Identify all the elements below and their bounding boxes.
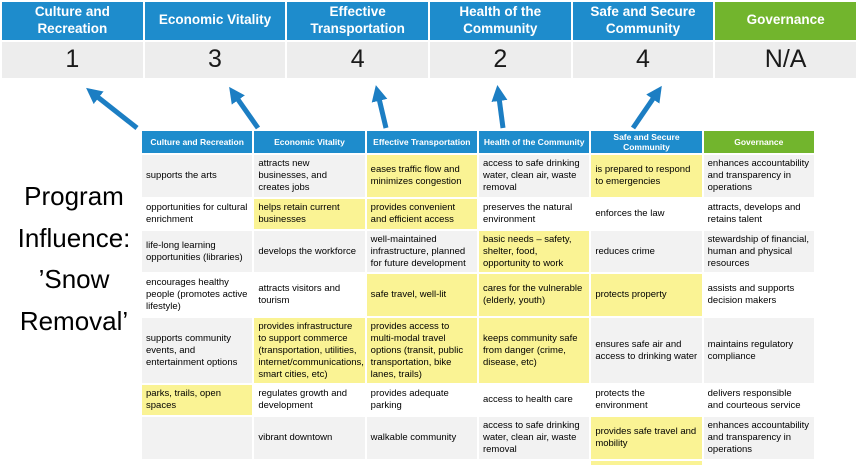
matrix-header-effective-transportation: Effective Transportation <box>366 131 477 154</box>
summary-score-governance: N/A <box>715 41 856 78</box>
matrix-cell: is prepared to respond to emergencies <box>591 155 702 197</box>
matrix-cell: ensures safe air and access to drinking … <box>591 318 702 384</box>
matrix-cell: access to health care <box>478 385 590 416</box>
summary-header-safe-and-secure-community: Safe and Secure Community <box>572 2 714 40</box>
summary-score-safe-and-secure-community: 4 <box>572 41 714 78</box>
matrix-header-culture-and-recreation: Culture and Recreation <box>142 131 253 154</box>
matrix-row-4: encourages healthy people (promotes acti… <box>142 274 814 316</box>
matrix-cell: cares for the vulnerable (elderly, youth… <box>478 274 590 316</box>
matrix-header-health-of-the-community: Health of the Community <box>478 131 590 154</box>
matrix-cell: opportunities for cultural enrichment <box>142 199 253 229</box>
summary-header-governance: Governance <box>715 2 856 40</box>
summary-score-effective-transportation: 4 <box>287 41 428 78</box>
matrix-cell: enforces the law <box>591 199 702 229</box>
matrix-cell: safe travel, well-lit <box>366 274 477 316</box>
matrix-cell: enhances accountability and transparency… <box>703 417 814 459</box>
matrix-cell: keeps community safe from danger (crime,… <box>478 318 590 384</box>
matrix-cell <box>704 461 814 465</box>
matrix-cell <box>479 461 589 465</box>
matrix-cell: supports the arts <box>142 155 253 197</box>
summary-score-culture-and-recreation: 1 <box>2 41 143 78</box>
matrix-cell: provides infrastructure to support comme… <box>254 318 365 384</box>
matrix-cell: looks after it's most vulnerable <box>591 460 702 465</box>
summary-score-health-of-the-community: 2 <box>429 41 571 78</box>
matrix-cell: life-long learning opportunities (librar… <box>142 230 253 273</box>
summary-table: Culture and Recreation Economic Vitality… <box>0 0 858 80</box>
influence-arrows <box>86 85 662 130</box>
summary-header-health-of-the-community: Health of the Community <box>429 2 571 40</box>
matrix-row-3: life-long learning opportunities (librar… <box>142 230 814 273</box>
matrix-cell: supports community events, and entertain… <box>142 318 253 384</box>
matrix-cell: attracts visitors and tourism <box>254 274 365 316</box>
matrix-row-6: parks, trails, open spaces regulates grow… <box>142 385 814 416</box>
matrix-cell: enhances accountability and transparency… <box>703 155 814 197</box>
matrix-row-1: supports the arts attracts new businesses… <box>142 155 814 197</box>
matrix-cell: delivers responsible and courteous servi… <box>703 385 814 416</box>
arrow-up-icon <box>630 85 662 130</box>
matrix-cell: vibrant downtown <box>254 417 365 459</box>
matrix-cell: maintains regulatory compliance <box>703 318 814 384</box>
matrix-cell: attracts new businesses, and creates job… <box>254 155 365 197</box>
arrow-up-icon <box>491 85 508 129</box>
matrix-cell: preserves the natural environment <box>478 199 590 229</box>
matrix-row-5: supports community events, and entertain… <box>142 318 814 384</box>
program-influence-matrix: Culture and Recreation Economic Vitality E… <box>140 129 816 465</box>
program-title: Program Influence: ’Snow Removal’ <box>17 181 131 336</box>
matrix-cell: walkable community <box>366 417 477 459</box>
matrix-cell: attracts, develops and retains talent <box>703 199 814 229</box>
matrix-row-7: vibrant downtown walkable community access… <box>142 417 814 459</box>
matrix-cell: eases traffic flow and minimizes congest… <box>366 155 477 197</box>
matrix-cell: basic needs – safety, shelter, food, opp… <box>478 230 590 273</box>
arrow-up-icon <box>229 86 261 130</box>
matrix-cell: stewardship of financial, human and phys… <box>703 230 814 273</box>
matrix-cell: protects the environment <box>591 385 702 416</box>
matrix-cell: reduces crime <box>591 230 702 273</box>
matrix-cell: regulates growth and development <box>254 385 365 416</box>
matrix-cell: provides safe travel and mobility <box>591 417 702 459</box>
matrix-header-economic-vitality: Economic Vitality <box>254 131 365 154</box>
summary-header-effective-transportation: Effective Transportation <box>287 2 428 40</box>
matrix-cell: develops the workforce <box>254 230 365 273</box>
summary-header-economic-vitality: Economic Vitality <box>144 2 286 40</box>
matrix-cell <box>142 417 253 459</box>
matrix-cell: provides adequate parking <box>366 385 477 416</box>
matrix-cell: helps retain current businesses <box>254 199 365 229</box>
matrix-cell: provides access to multi-modal travel op… <box>366 318 477 384</box>
summary-score-row: 1 3 4 2 4 N/A <box>2 41 856 78</box>
matrix-header-row: Culture and Recreation Economic Vitality E… <box>142 131 814 154</box>
matrix-row-8: looks after it's most vulnerable <box>142 460 814 465</box>
matrix-cell: access to safe drinking water, clean air… <box>478 417 590 459</box>
matrix-cell <box>254 461 364 465</box>
matrix-header-safe-and-secure-community: Safe and Secure Community <box>591 131 702 154</box>
matrix-cell: assists and supports decision makers <box>703 274 814 316</box>
arrow-up-icon <box>86 87 139 130</box>
matrix-cell: protects property <box>591 274 702 316</box>
matrix-cell: parks, trails, open spaces <box>142 385 253 416</box>
matrix-body: supports the arts attracts new businesses… <box>142 155 814 465</box>
matrix-cell <box>142 461 252 465</box>
arrow-up-icon <box>371 85 389 129</box>
matrix-header-governance: Governance <box>703 131 814 154</box>
matrix-row-2: opportunities for cultural enrichment hel… <box>142 199 814 229</box>
matrix-cell: well-maintained infrastructure, planned … <box>366 230 477 273</box>
matrix-cell: encourages healthy people (promotes acti… <box>142 274 253 316</box>
matrix-cell: access to safe drinking water, clean air… <box>478 155 590 197</box>
summary-header-culture-and-recreation: Culture and Recreation <box>2 2 143 40</box>
summary-score-economic-vitality: 3 <box>144 41 286 78</box>
matrix-cell <box>367 461 477 465</box>
summary-header-row: Culture and Recreation Economic Vitality… <box>2 2 856 40</box>
matrix-cell: provides convenient and efficient access <box>366 199 477 229</box>
